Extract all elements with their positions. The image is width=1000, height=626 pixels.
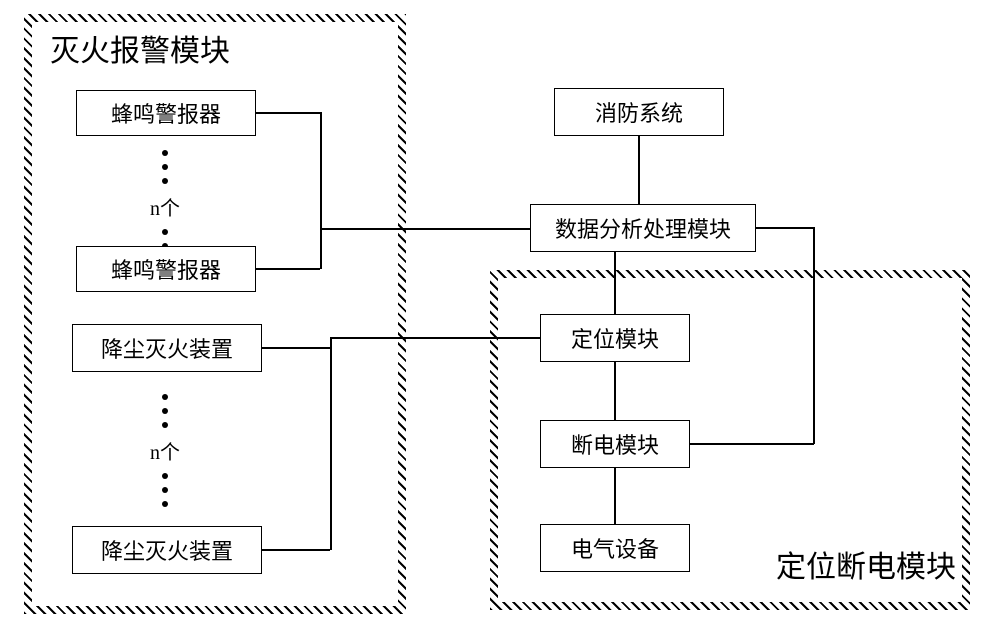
conn-dust2-h [262,549,330,551]
buzzer-alarm-box-1: 蜂鸣警报器 [76,90,256,136]
conn-positioning-poweroff [614,362,616,420]
n-count-label-2: n个 [150,436,180,465]
dust-fire-box-1: 降尘灭火装置 [72,324,262,372]
conn-dust1-h [262,347,330,349]
conn-data-right-v [813,227,815,444]
conn-dust-bus-v [330,337,332,550]
dust-fire-box-2: 降尘灭火装置 [72,526,262,574]
buzzer-alarm-box-2: 蜂鸣警报器 [76,246,256,292]
vdots-dust: n个 [150,394,180,507]
positioning-label: 定位模块 [571,322,659,354]
positioning-box: 定位模块 [540,314,690,362]
conn-poweroff-elec [614,468,616,524]
data-analysis-box: 数据分析处理模块 [530,204,756,252]
conn-right-to-poweroff [690,443,814,445]
electrical-equipment-label: 电气设备 [571,532,659,564]
data-analysis-label: 数据分析处理模块 [555,212,731,244]
electrical-equipment-box: 电气设备 [540,524,690,572]
fire-system-label: 消防系统 [595,96,683,128]
buzzer-alarm-label-1: 蜂鸣警报器 [111,97,221,129]
power-off-label: 断电模块 [571,428,659,460]
conn-firesys-data [638,136,640,204]
fire-system-box: 消防系统 [554,88,724,136]
diagram-canvas: 灭火报警模块 定位断电模块 蜂鸣警报器 n个 蜂鸣警报器 降尘灭火装置 n个 降… [0,0,1000,626]
n-count-label-1: n个 [150,192,180,221]
conn-buzzer-bus-v [320,112,322,269]
power-off-box: 断电模块 [540,420,690,468]
positioning-poweroff-module-title: 定位断电模块 [770,540,962,588]
buzzer-alarm-label-2: 蜂鸣警报器 [111,253,221,285]
conn-dust-to-pos-h [330,337,540,339]
conn-data-positioning [614,252,616,314]
dust-fire-label-2: 降尘灭火装置 [101,534,233,566]
conn-data-right-h [756,227,814,229]
conn-buzzer1-h [256,112,320,114]
fire-alarm-module-title: 灭火报警模块 [44,24,236,72]
conn-buzzer2-h [256,268,320,270]
dust-fire-label-1: 降尘灭火装置 [101,332,233,364]
conn-buzzer-to-data-h [320,228,530,230]
